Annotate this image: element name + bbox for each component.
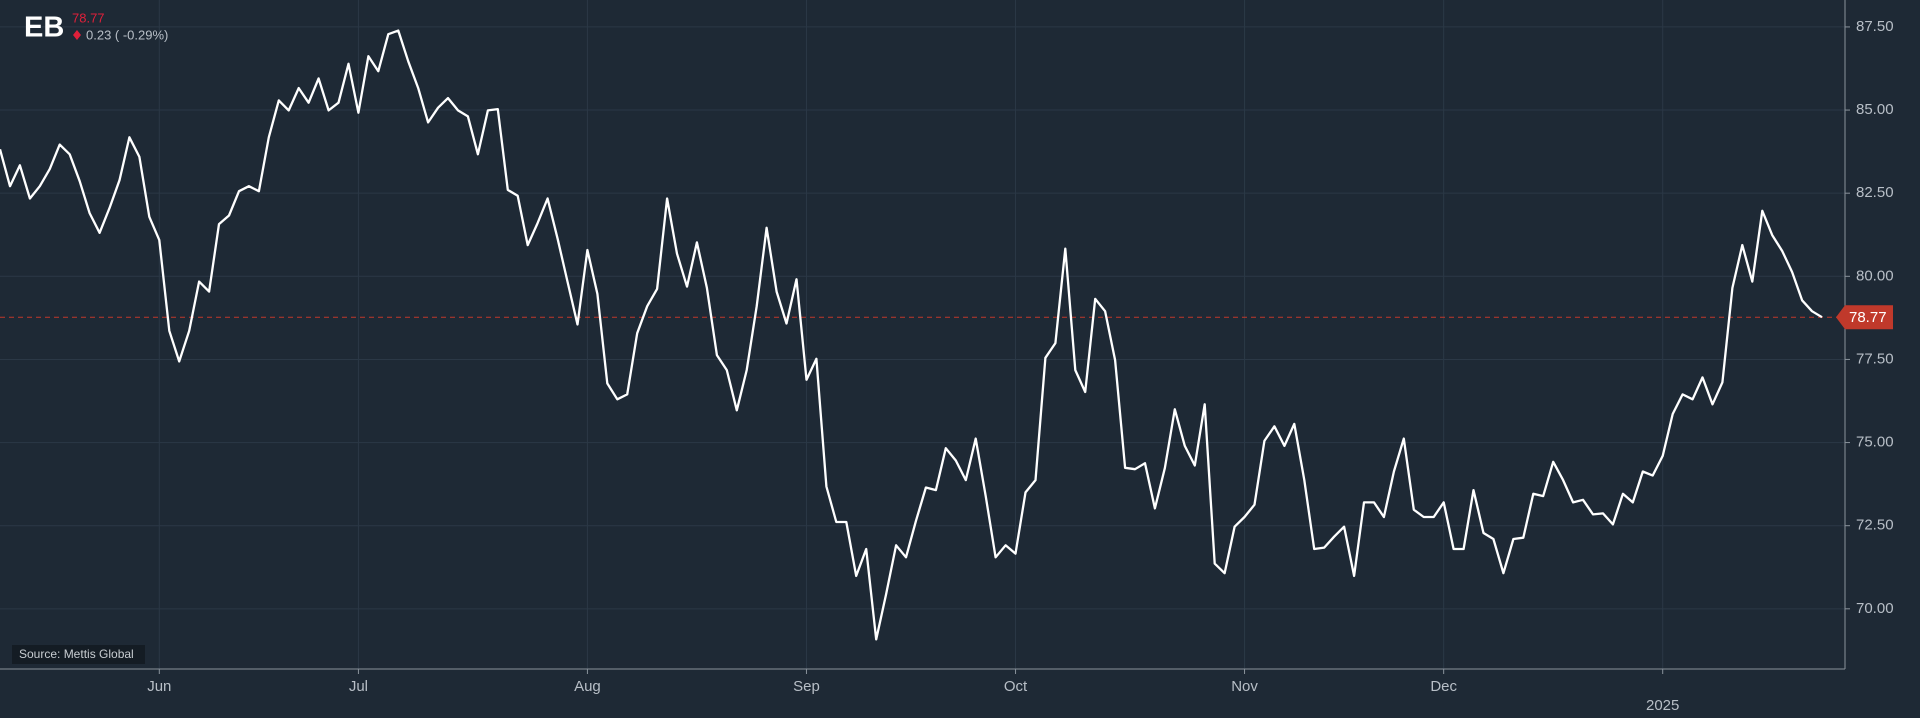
price-line: [0, 29, 1823, 641]
y-tick-label: 80.00: [1856, 267, 1894, 284]
source-box: [12, 645, 145, 664]
ticker: EB: [24, 12, 64, 44]
x-tick-label: Aug: [574, 678, 601, 695]
x-tick-label: 2025: [1646, 697, 1679, 714]
source: Source: Mettis Global: [19, 647, 134, 661]
last-price: 78.77: [72, 10, 105, 25]
price-tag-label: 78.77: [1849, 309, 1887, 326]
x-tick-label: Dec: [1430, 678, 1457, 695]
x-tick-label: Oct: [1004, 678, 1028, 695]
x-tick-label: Nov: [1231, 678, 1258, 695]
price-tag: [1836, 305, 1893, 330]
x-tick-label: Sep: [793, 678, 820, 695]
y-tick-label: 70.00: [1856, 600, 1894, 617]
y-tick-label: 82.50: [1856, 184, 1894, 201]
x-tick-label: Jun: [147, 678, 171, 695]
y-tick-label: 77.50: [1856, 350, 1894, 367]
y-tick-label: 87.50: [1856, 18, 1894, 35]
down-icon: [73, 30, 81, 40]
y-tick-label: 75.00: [1856, 434, 1894, 451]
y-tick-label: 72.50: [1856, 517, 1894, 534]
grid: [0, 0, 1845, 669]
change: 0.23 ( -0.29%): [86, 27, 168, 42]
x-tick-label: Jul: [349, 678, 368, 695]
y-tick-label: 85.00: [1856, 101, 1894, 118]
